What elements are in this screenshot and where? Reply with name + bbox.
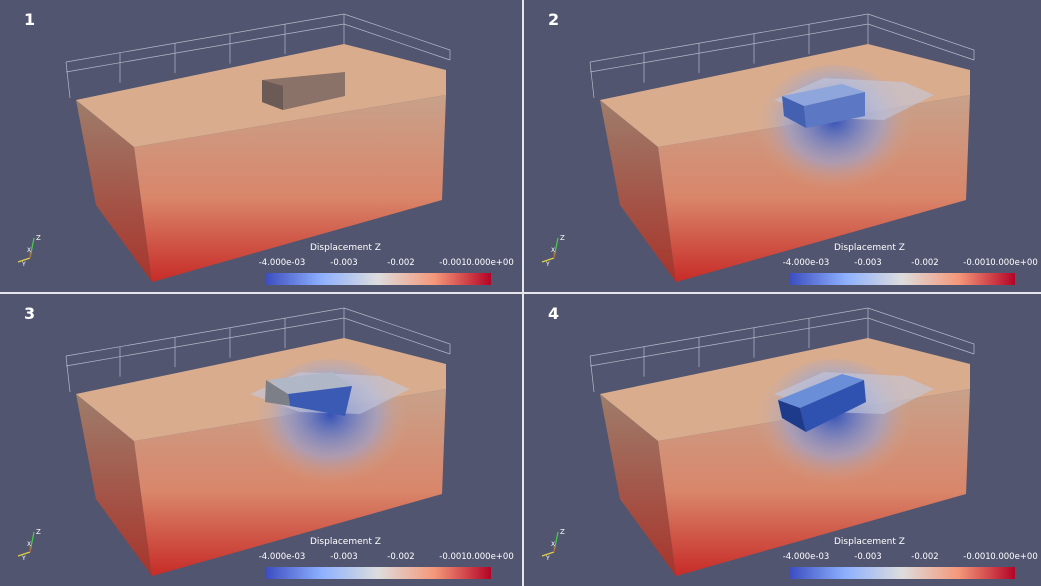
panel-4[interactable]: 4 Z X Y Displacement Z -4.000e-03 -0.003 -0.002… bbox=[524, 294, 1041, 585]
indenter-block bbox=[265, 372, 352, 416]
indenter-block bbox=[262, 72, 345, 110]
colorbar bbox=[789, 567, 1015, 579]
box-side-face bbox=[76, 100, 152, 282]
colorbar-tick-labels: -4.000e-03 -0.003 -0.002 -0.001 0.000e+00 bbox=[782, 552, 1038, 564]
colorbar-tick-label: -4.000e-03 bbox=[258, 552, 306, 562]
colorbar-tick-label: -0.002 bbox=[387, 258, 415, 268]
box-side-face bbox=[600, 394, 676, 576]
indenter-block bbox=[782, 84, 865, 128]
svg-text:X: X bbox=[551, 541, 555, 548]
colorbar-title: Displacement Z bbox=[310, 537, 381, 547]
colorbar bbox=[789, 273, 1015, 285]
colorbar-tick-label: -0.001 bbox=[963, 258, 991, 268]
domain-box-render[interactable]: ZXY bbox=[524, 0, 1041, 291]
box-side-face bbox=[76, 394, 152, 576]
svg-text:Y: Y bbox=[545, 261, 550, 268]
colorbar-tick-label: 0.000e+00 bbox=[990, 552, 1038, 562]
svg-text:Z: Z bbox=[560, 234, 565, 242]
colorbar-tick-label: -0.003 bbox=[854, 552, 882, 562]
colorbar bbox=[265, 567, 491, 579]
domain-box-render[interactable]: ZXY bbox=[0, 0, 520, 291]
box-side-face bbox=[600, 100, 676, 282]
colorbar-tick-labels: -4.000e-03 -0.003 -0.002 -0.001 0.000e+00 bbox=[258, 552, 514, 564]
horizontal-divider[interactable] bbox=[0, 292, 1041, 294]
indenter-block bbox=[778, 374, 866, 432]
panel-number: 1 bbox=[24, 10, 36, 29]
colorbar-tick-label: -4.000e-03 bbox=[782, 258, 830, 268]
svg-text:X: X bbox=[27, 247, 31, 254]
panel-number: 3 bbox=[24, 304, 36, 323]
svg-text:X: X bbox=[551, 247, 555, 254]
svg-text:Y: Y bbox=[21, 261, 26, 268]
axes-grid-lines bbox=[589, 13, 975, 99]
orientation-axes-icon: ZXY bbox=[541, 528, 565, 562]
colorbar-tick-label: 0.000e+00 bbox=[466, 258, 514, 268]
svg-text:X: X bbox=[27, 541, 31, 548]
colorbar-tick-label: -0.003 bbox=[330, 552, 358, 562]
colorbar-tick-label: -0.001 bbox=[439, 258, 467, 268]
box-front-face bbox=[134, 95, 446, 282]
colorbar-title: Displacement Z bbox=[834, 537, 905, 547]
colorbar-tick-labels: -4.000e-03 -0.003 -0.002 -0.001 0.000e+00 bbox=[258, 258, 514, 270]
svg-text:Y: Y bbox=[21, 555, 26, 562]
panel-number: 2 bbox=[548, 10, 560, 29]
svg-text:Y: Y bbox=[545, 555, 550, 562]
panel-number: 4 bbox=[548, 304, 560, 323]
panel-3[interactable]: 3 Z X Y Displacement Z -4.000e-03 -0.003 -0.002… bbox=[0, 294, 520, 585]
box-top-surface bbox=[76, 44, 446, 147]
orientation-axes-icon: ZXY bbox=[17, 234, 41, 268]
colorbar-tick-label: -0.003 bbox=[330, 258, 358, 268]
panel-2[interactable]: 2 Z X Y Displacement Z -4.000e-03 -0.003 -0.002… bbox=[524, 0, 1041, 291]
colorbar-tick-labels: -4.000e-03 -0.003 -0.002 -0.001 0.000e+00 bbox=[782, 258, 1038, 270]
colorbar-title: Displacement Z bbox=[310, 243, 381, 253]
svg-text:Z: Z bbox=[36, 234, 41, 242]
orientation-axes-icon: ZXY bbox=[541, 234, 565, 268]
colorbar-tick-label: -0.002 bbox=[911, 258, 939, 268]
colorbar-tick-label: -4.000e-03 bbox=[258, 258, 306, 268]
panel-1[interactable]: 1 Z X Y Displacement Z -4.000e-03 -0.003 -0.002… bbox=[0, 0, 520, 291]
axes-grid-lines bbox=[65, 13, 451, 99]
orientation-axes-icon: ZXY bbox=[17, 528, 41, 562]
colorbar-tick-label: -0.001 bbox=[963, 552, 991, 562]
colorbar bbox=[265, 273, 491, 285]
colorbar-tick-label: -0.003 bbox=[854, 258, 882, 268]
colorbar-tick-label: -0.001 bbox=[439, 552, 467, 562]
axes-grid-lines bbox=[65, 307, 451, 393]
colorbar-tick-label: 0.000e+00 bbox=[990, 258, 1038, 268]
svg-text:Z: Z bbox=[36, 528, 41, 536]
colorbar-tick-label: -4.000e-03 bbox=[782, 552, 830, 562]
colorbar-tick-label: 0.000e+00 bbox=[466, 552, 514, 562]
domain-box-render[interactable]: ZXY bbox=[0, 294, 520, 585]
colorbar-tick-label: -0.002 bbox=[911, 552, 939, 562]
axes-grid-lines bbox=[589, 307, 975, 393]
domain-box-render[interactable]: ZXY bbox=[524, 294, 1041, 585]
colorbar-tick-label: -0.002 bbox=[387, 552, 415, 562]
svg-text:Z: Z bbox=[560, 528, 565, 536]
colorbar-title: Displacement Z bbox=[834, 243, 905, 253]
